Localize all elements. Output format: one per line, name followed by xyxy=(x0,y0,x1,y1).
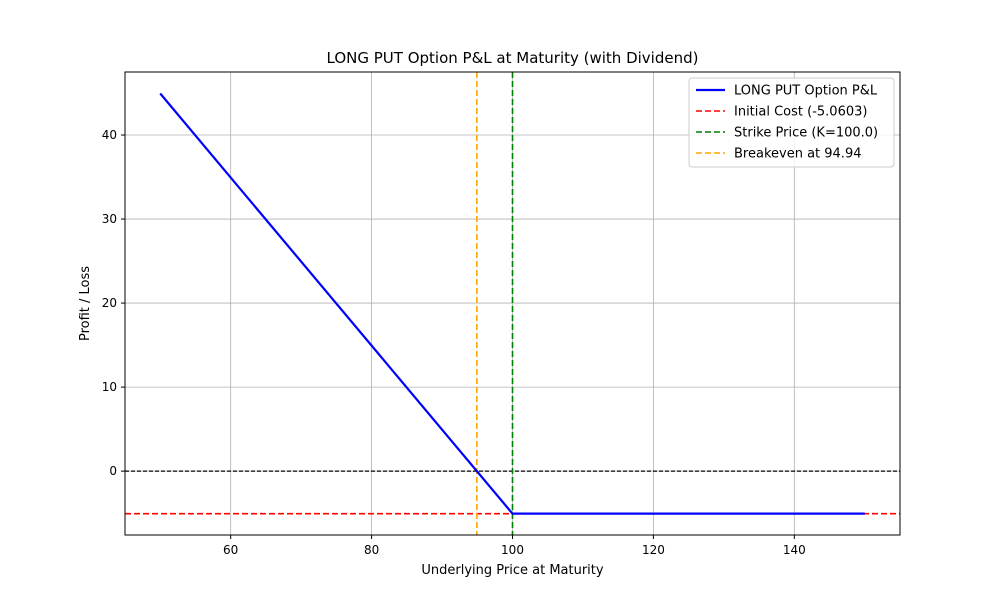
axis-ticks: 60 80 100 120 140 0 10 20 30 40 xyxy=(102,128,806,557)
x-axis-label: Underlying Price at Maturity xyxy=(421,563,604,578)
legend-label: Strike Price (K=100.0) xyxy=(734,126,878,141)
y-tick-label: 10 xyxy=(102,380,117,394)
legend-label: Initial Cost (-5.0603) xyxy=(734,105,867,120)
x-tick-label: 120 xyxy=(642,543,665,557)
chart-title: LONG PUT Option P&L at Maturity (with Di… xyxy=(327,49,699,67)
y-axis-label: Profit / Loss xyxy=(78,266,93,341)
y-tick-label: 0 xyxy=(109,464,117,478)
x-tick-label: 60 xyxy=(223,543,238,557)
y-tick-label: 30 xyxy=(102,212,117,226)
series-line xyxy=(159,92,865,515)
legend-label: Breakeven at 94.94 xyxy=(734,147,861,162)
x-tick-label: 100 xyxy=(501,543,524,557)
x-tick-label: 80 xyxy=(364,543,379,557)
y-tick-label: 40 xyxy=(102,128,117,142)
series xyxy=(159,92,865,515)
legend-box xyxy=(688,77,895,168)
x-tick-label: 140 xyxy=(783,543,806,557)
y-tick-label: 20 xyxy=(102,296,117,310)
legend: LONG PUT Option P&L Initial Cost (-5.0603… xyxy=(688,77,895,168)
legend-label: LONG PUT Option P&L xyxy=(734,84,878,99)
